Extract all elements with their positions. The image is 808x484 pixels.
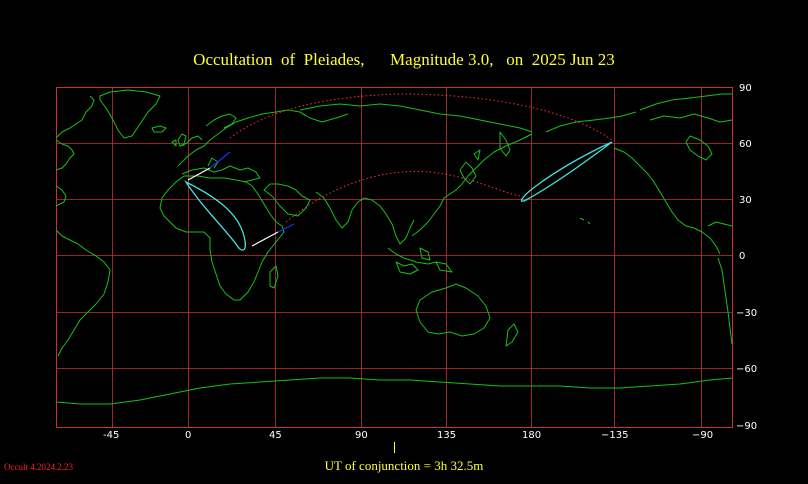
coast-caribbean bbox=[55, 185, 67, 207]
coast-india bbox=[315, 191, 381, 229]
coast-north-america-west bbox=[613, 147, 721, 255]
coast-north-america-east bbox=[55, 95, 95, 171]
coast-hudson bbox=[685, 135, 713, 161]
lon-label: -45 bbox=[103, 430, 120, 441]
coastlines bbox=[55, 89, 733, 405]
lat-label: −90 bbox=[736, 421, 758, 432]
coast-australia bbox=[415, 283, 491, 337]
coast-greenland bbox=[99, 89, 161, 139]
coast-hawaii bbox=[579, 217, 591, 225]
coast-europe bbox=[177, 109, 307, 167]
twilight-limits bbox=[229, 93, 613, 223]
software-version: Occult 4.2024.2.23 bbox=[4, 462, 73, 472]
daylight-segment-north bbox=[187, 167, 211, 181]
coast-arabia bbox=[263, 183, 311, 217]
coast-caribbean-west bbox=[707, 221, 733, 227]
coast-japan bbox=[459, 149, 481, 185]
coast-southeast-asia bbox=[379, 205, 437, 265]
track-segments bbox=[187, 151, 295, 247]
lat-label: 60 bbox=[739, 139, 752, 150]
lon-label: 180 bbox=[522, 430, 542, 441]
lat-label: −60 bbox=[736, 364, 758, 375]
map-title: Occultation of Pleiades, Magnitude 3.0, … bbox=[193, 50, 615, 69]
track-loop-africa bbox=[184, 180, 246, 251]
occultation-tracks bbox=[184, 141, 613, 251]
lon-label: −135 bbox=[601, 430, 629, 441]
lon-label: 135 bbox=[437, 430, 457, 441]
map-frame bbox=[56, 87, 733, 428]
coast-alaska bbox=[545, 111, 637, 133]
conjunction-tick bbox=[394, 442, 395, 453]
lat-label: 90 bbox=[739, 83, 752, 94]
coast-mediterranean bbox=[181, 157, 261, 183]
night-segment-north bbox=[209, 151, 231, 169]
lat-label: 30 bbox=[739, 195, 752, 206]
southern-limit-dotted bbox=[285, 170, 521, 223]
coast-kamchatka bbox=[499, 131, 511, 157]
lat-label: 0 bbox=[739, 251, 746, 262]
coast-indonesia bbox=[395, 247, 453, 275]
coast-new-zealand bbox=[505, 323, 519, 347]
track-loop-pacific bbox=[520, 141, 613, 202]
lon-label: 90 bbox=[355, 430, 368, 441]
coast-british-isles bbox=[171, 133, 187, 147]
ut-conjunction-text: UT of conjunction = 3h 32.5m bbox=[324, 458, 484, 473]
lon-label: −90 bbox=[692, 430, 714, 441]
coast-africa bbox=[159, 175, 285, 301]
coast-asia-east bbox=[411, 133, 533, 237]
coast-iceland bbox=[151, 125, 167, 133]
coast-asia-north bbox=[299, 103, 533, 133]
graticule bbox=[56, 87, 732, 427]
coast-north-america-north bbox=[639, 93, 733, 123]
night-segment-south bbox=[277, 223, 295, 233]
lon-label: 0 bbox=[185, 430, 192, 441]
lat-label: −30 bbox=[736, 308, 758, 319]
daylight-segment-south bbox=[251, 231, 279, 247]
coast-antarctica bbox=[55, 377, 733, 405]
lon-label: 45 bbox=[269, 430, 282, 441]
northern-limit-dotted bbox=[229, 93, 613, 141]
coast-south-america-west bbox=[717, 257, 733, 345]
coast-south-america bbox=[55, 229, 111, 357]
coast-madagascar bbox=[269, 265, 279, 289]
